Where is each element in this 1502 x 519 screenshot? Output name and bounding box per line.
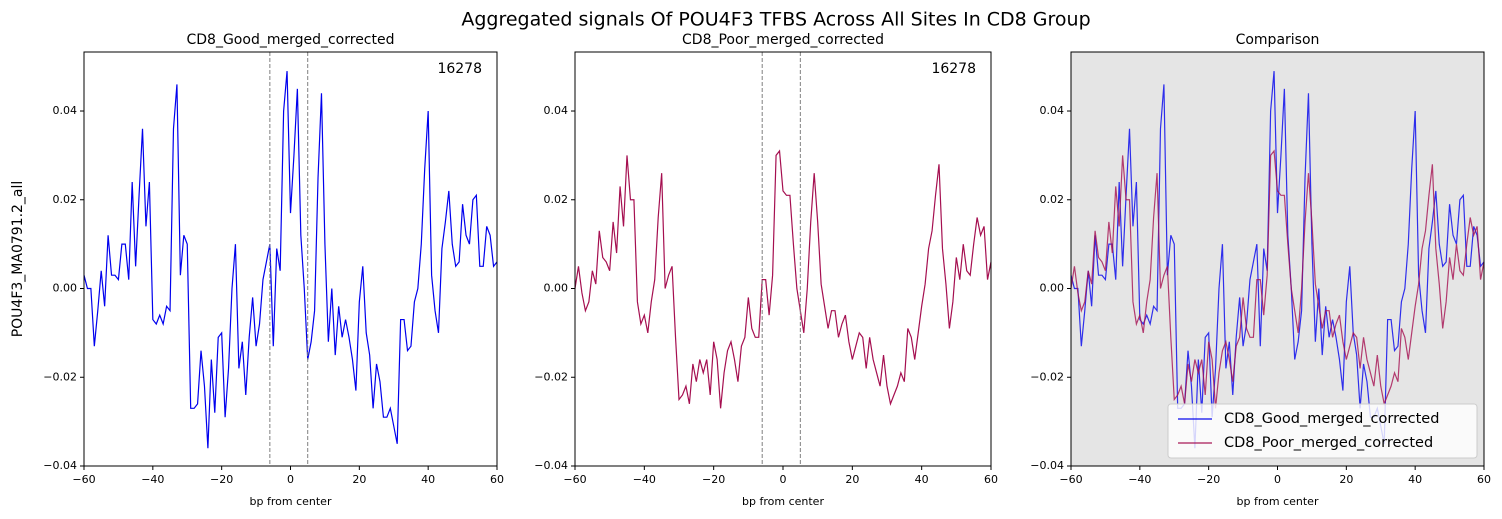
y-tick-label: 0.00	[53, 282, 78, 295]
x-tick-label: 20	[352, 473, 366, 486]
legend-box	[1167, 403, 1478, 459]
x-tick-label: 40	[915, 473, 929, 486]
y-tick-label: −0.04	[534, 459, 568, 472]
annotation: 16278	[931, 61, 976, 77]
x-tick-label: 0	[780, 473, 787, 486]
x-tick-label: −20	[702, 473, 725, 486]
y-tick-label: 0.04	[544, 104, 569, 117]
y-tick-label: 0.02	[1040, 193, 1065, 206]
x-tick-label: 20	[1339, 473, 1353, 486]
legend-label: CD8_Good_merged_corrected	[1224, 411, 1439, 427]
x-tick-label: 60	[490, 473, 504, 486]
y-tick-label: −0.04	[43, 459, 77, 472]
y-tick-label: 0.04	[53, 104, 78, 117]
figure-title: Aggregated signals Of POU4F3 TFBS Across…	[461, 9, 1090, 31]
y-tick-label: 0.04	[1040, 104, 1065, 117]
y-tick-label: 0.00	[544, 282, 569, 295]
x-tick-label: 0	[1274, 473, 1281, 486]
y-tick-label: −0.02	[43, 370, 77, 383]
x-tick-label: −60	[72, 473, 95, 486]
y-tick-label: 0.02	[53, 193, 78, 206]
x-tick-label: −40	[1128, 473, 1151, 486]
axes-frame	[574, 51, 992, 467]
y-tick-label: −0.04	[1030, 459, 1064, 472]
x-tick-label: 40	[421, 473, 435, 486]
x-tick-label: 40	[1408, 473, 1422, 486]
axes-title: Comparison	[1236, 32, 1320, 48]
x-tick-label: 60	[984, 473, 998, 486]
y-tick-label: 0.02	[544, 193, 569, 206]
y-tick-label: −0.02	[1030, 370, 1064, 383]
x-tick-label: 20	[845, 473, 859, 486]
x-tick-label: 0	[287, 473, 294, 486]
legend-label: CD8_Poor_merged_corrected	[1224, 435, 1433, 451]
series-line	[574, 149, 992, 409]
series-line	[1070, 71, 1485, 449]
x-axis-label: bp from center	[1237, 495, 1319, 508]
series-line	[1070, 149, 1485, 409]
axes-frame	[83, 51, 498, 467]
x-tick-label: −60	[1059, 473, 1082, 486]
y-tick-label: 0.00	[1040, 282, 1065, 295]
x-axis-label: bp from center	[250, 495, 332, 508]
annotation: 16278	[437, 61, 482, 77]
x-tick-label: −20	[1197, 473, 1220, 486]
axes-frame	[1070, 51, 1485, 467]
series-line	[83, 71, 498, 449]
x-tick-label: −20	[210, 473, 233, 486]
x-tick-label: −40	[633, 473, 656, 486]
plot-background	[84, 52, 497, 466]
y-tick-label: −0.02	[534, 370, 568, 383]
axes-title: CD8_Good_merged_corrected	[187, 32, 395, 48]
y-axis-label: POU4F3_MA0791.2_all	[10, 181, 26, 338]
x-tick-label: −60	[563, 473, 586, 486]
x-tick-label: 60	[1477, 473, 1491, 486]
x-tick-label: −40	[141, 473, 164, 486]
axes-title: CD8_Poor_merged_corrected	[682, 32, 884, 48]
plot-background	[575, 52, 991, 466]
x-axis-label: bp from center	[742, 495, 824, 508]
